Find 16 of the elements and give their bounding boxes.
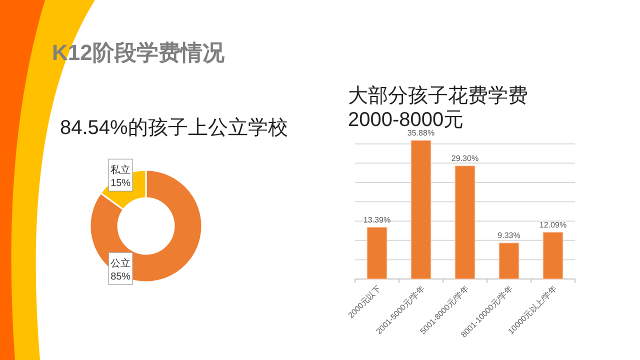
data-label: 12.09% bbox=[539, 220, 567, 230]
chart-title: 大部分孩子花费学费2000-8000元 bbox=[348, 84, 529, 131]
data-label: 13.39% bbox=[363, 215, 391, 224]
bar bbox=[498, 242, 520, 280]
bar bbox=[366, 227, 388, 280]
bar bbox=[542, 232, 564, 280]
slice-label: 私立 bbox=[110, 164, 131, 176]
bar bbox=[454, 166, 476, 280]
data-label: 29.30% bbox=[451, 154, 479, 163]
slice-label: 公立 bbox=[110, 258, 131, 270]
data-label: 35.88% bbox=[407, 128, 435, 138]
chart-title: 84.54%的孩子上公立学校 bbox=[60, 116, 288, 141]
bar bbox=[410, 140, 432, 280]
data-label: 85% bbox=[110, 272, 131, 283]
data-label: 15% bbox=[110, 178, 131, 190]
data-label: 9.33% bbox=[498, 230, 520, 240]
